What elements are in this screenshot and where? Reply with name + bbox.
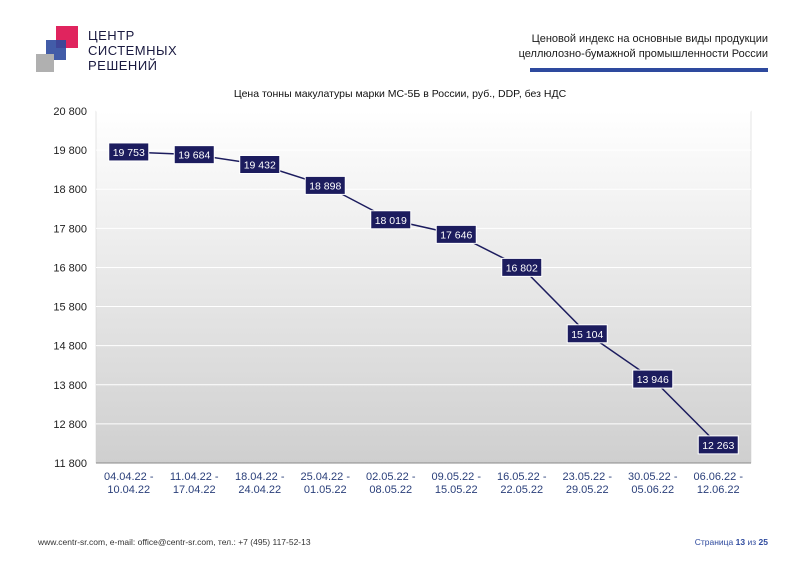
- x-tick-label-line-1: 04.04.22 -: [104, 471, 154, 483]
- logo-text: ЦЕНТР СИСТЕМНЫХ РЕШЕНИЙ: [88, 28, 177, 73]
- data-label: 19 432: [244, 160, 276, 172]
- x-tick-label-line-1: 16.05.22 -: [497, 471, 547, 483]
- page-number: Страница 13 из 25: [695, 537, 768, 547]
- logo-line-1: ЦЕНТР: [88, 28, 135, 43]
- x-tick-label: 30.05.22 -05.06.22: [628, 471, 678, 496]
- data-label: 12 263: [702, 440, 734, 452]
- x-tick-label-line-1: 23.05.22 -: [562, 471, 612, 483]
- x-tick-label-line-2: 08.05.22: [369, 484, 412, 496]
- page-current: 13: [735, 537, 746, 547]
- x-tick-label: 25.04.22 -01.05.22: [300, 471, 350, 496]
- data-point-marker: [173, 145, 215, 165]
- data-label: 16 802: [506, 262, 538, 274]
- grid-lines: [96, 110, 751, 464]
- data-point-marker: [501, 257, 543, 277]
- x-tick-label-line-2: 17.04.22: [173, 484, 216, 496]
- data-point-marker: [108, 142, 150, 162]
- x-tick-label: 02.05.22 -08.05.22: [366, 471, 416, 496]
- y-tick-label: 17 800: [53, 223, 87, 235]
- x-tick-label: 23.05.22 -29.05.22: [562, 471, 612, 496]
- y-axis: 11 800 12 800 13 800 14 800 15 800 16 800 17 8…: [53, 106, 87, 470]
- x-tick-label: 16.05.22 -22.05.22: [497, 471, 547, 496]
- x-tick-label: 09.05.22 -15.05.22: [431, 471, 481, 496]
- data-point-marker: [435, 224, 477, 244]
- x-tick-label: 18.04.22 -24.04.22: [235, 471, 285, 496]
- y-tick-label: 12 800: [53, 419, 87, 431]
- chart-title: Цена тонны макулатуры марки МС-5Б в Росс…: [233, 88, 567, 100]
- data-label: 18 019: [375, 215, 407, 227]
- page-of: из: [747, 537, 757, 547]
- x-tick-label-line-1: 25.04.22 -: [300, 471, 350, 483]
- data-label: 19 684: [178, 150, 210, 162]
- logo-gray-square: [36, 54, 54, 72]
- x-tick-label-line-2: 05.06.22: [631, 484, 674, 496]
- data-label: 13 946: [637, 374, 669, 386]
- y-tick-label: 20 800: [53, 106, 87, 118]
- header-accent-bar: [530, 68, 768, 72]
- x-tick-label: 11.04.22 -17.04.22: [170, 471, 219, 496]
- y-tick-label: 18 800: [53, 184, 87, 196]
- x-tick-label-line-1: 18.04.22 -: [235, 471, 285, 483]
- x-tick-label-line-1: 30.05.22 -: [628, 471, 678, 483]
- data-label: 19 753: [113, 147, 145, 159]
- data-label: 17 646: [440, 229, 472, 241]
- data-point-marker: [697, 435, 739, 455]
- x-tick-label: 06.06.22 -12.06.22: [693, 471, 743, 496]
- company-logo: ЦЕНТР СИСТЕМНЫХ РЕШЕНИЙ: [36, 26, 196, 76]
- x-tick-label-line-2: 29.05.22: [566, 484, 609, 496]
- x-tick-label: 04.04.22 -10.04.22: [104, 471, 154, 496]
- y-tick-label: 11 800: [54, 458, 87, 470]
- x-tick-label-line-2: 10.04.22: [107, 484, 150, 496]
- footer-contacts: www.centr-sr.com, e-mail: office@centr-s…: [38, 537, 311, 547]
- data-label: 15 104: [571, 329, 603, 341]
- data-labels: 19 753 19 684 19 432 18 898 18 019 17 646 16 8…: [108, 142, 739, 455]
- x-tick-label-line-2: 01.05.22: [304, 484, 347, 496]
- document-title-line-1: Ценовой индекс на основные виды продукци…: [531, 33, 768, 45]
- logo-line-3: РЕШЕНИЙ: [88, 58, 158, 73]
- data-point-marker: [239, 155, 281, 175]
- page-word: Страница: [694, 537, 734, 547]
- data-point-marker: [632, 369, 674, 389]
- plot-area: [95, 110, 752, 464]
- x-axis: 04.04.22 -10.04.22 11.04.22 -17.04.22 18.0…: [104, 471, 743, 496]
- y-tick-label: 15 800: [53, 302, 87, 314]
- data-point-marker: [304, 175, 346, 195]
- x-tick-label-line-1: 09.05.22 -: [431, 471, 481, 483]
- page-total: 25: [758, 537, 768, 547]
- y-tick-label: 16 800: [53, 262, 87, 274]
- x-tick-label-line-1: 02.05.22 -: [366, 471, 416, 483]
- document-title-line-2: целлюлозно-бумажной промышленности Росси…: [518, 48, 768, 60]
- x-tick-label-line-1: 06.06.22 -: [693, 471, 743, 483]
- x-tick-label-line-2: 22.05.22: [500, 484, 543, 496]
- y-tick-label: 14 800: [53, 341, 87, 353]
- document-title: Ценовой индекс на основные виды продукци…: [519, 32, 768, 62]
- x-tick-label-line-1: 11.04.22 -: [170, 471, 219, 483]
- y-tick-label: 19 800: [53, 145, 87, 157]
- series-line: [128, 151, 719, 446]
- data-label: 18 898: [309, 180, 341, 192]
- x-tick-label-line-2: 24.04.22: [238, 484, 281, 496]
- logo-line-2: СИСТЕМНЫХ: [88, 43, 178, 58]
- y-tick-label: 13 800: [53, 380, 87, 392]
- x-tick-label-line-2: 12.06.22: [697, 484, 740, 496]
- data-point-marker: [566, 324, 608, 344]
- x-tick-label-line-2: 15.05.22: [435, 484, 478, 496]
- data-point-marker: [370, 210, 412, 230]
